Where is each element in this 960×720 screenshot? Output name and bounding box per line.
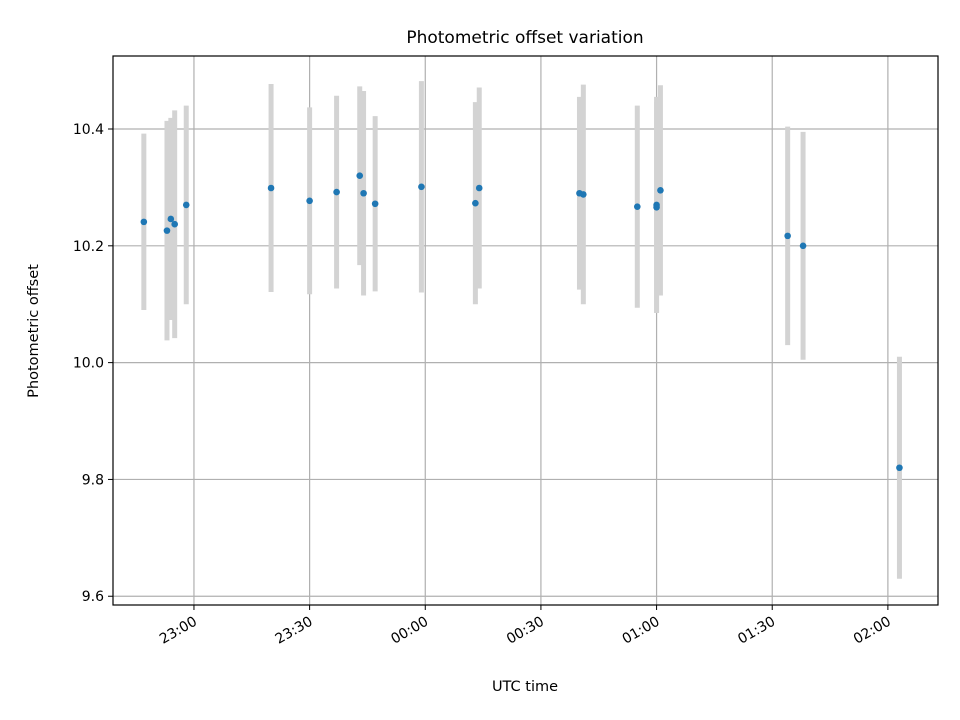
y-tick-label: 10.4 — [73, 122, 104, 138]
data-point — [163, 227, 171, 234]
data-point — [371, 200, 379, 208]
data-point — [267, 184, 275, 192]
y-tick-label: 9.6 — [82, 589, 104, 605]
data-point — [472, 199, 479, 207]
y-axis-ticks: 9.6 9.8 10.0 10.2 10.4 — [73, 122, 113, 605]
data-point — [140, 218, 148, 226]
x-axis-label: UTC time — [492, 679, 558, 695]
data-point — [167, 215, 175, 223]
y-axis-label: Photometric offset — [26, 264, 42, 398]
data-point — [633, 203, 641, 210]
y-tick-label: 10.0 — [73, 356, 104, 372]
data-point — [580, 191, 587, 198]
data-point — [657, 187, 664, 194]
chart-title: Photometric offset variation — [406, 28, 643, 48]
data-point — [333, 188, 340, 196]
data-point — [182, 201, 190, 209]
y-tick-label: 10.2 — [73, 239, 104, 255]
data-point — [475, 184, 483, 192]
data-point — [784, 232, 791, 240]
data-point — [418, 183, 425, 191]
data-point — [171, 220, 178, 228]
plot-frame — [112, 55, 939, 606]
y-tick-label: 9.8 — [82, 472, 104, 488]
data-point — [799, 242, 807, 250]
data-point — [356, 172, 364, 180]
data-point — [360, 189, 367, 197]
data-point — [896, 464, 903, 472]
data-points — [140, 172, 903, 472]
data-point — [306, 197, 313, 205]
data-point — [653, 203, 660, 211]
